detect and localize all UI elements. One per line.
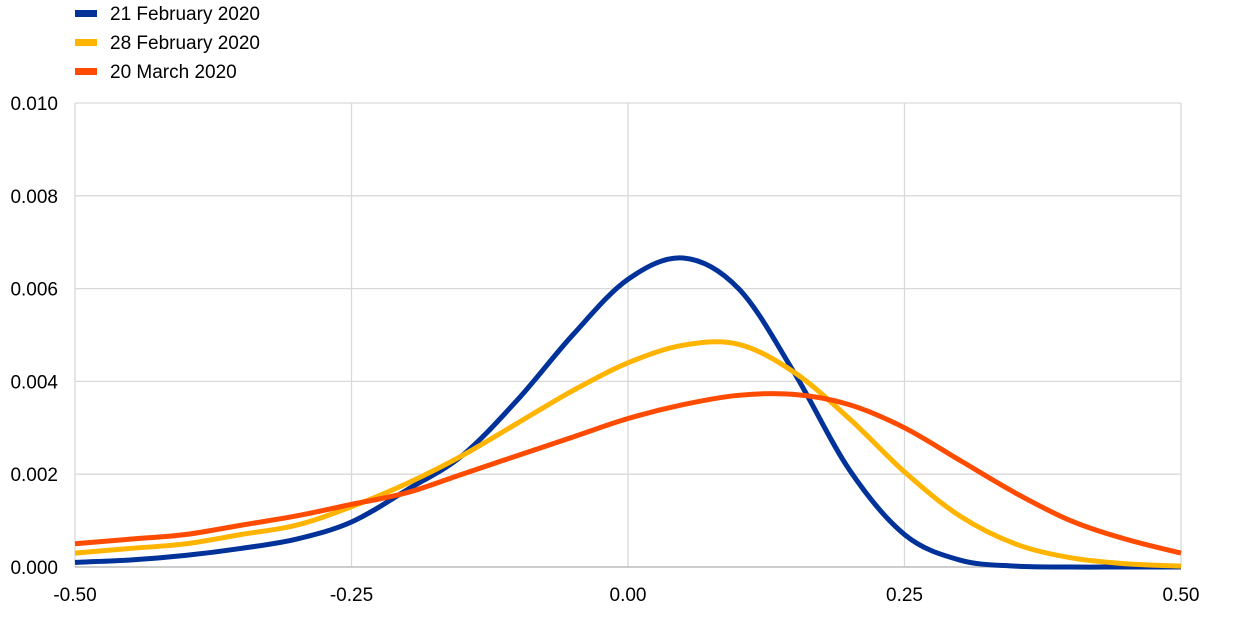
y-tick-label: 0.000 (10, 558, 58, 579)
legend-label: 20 March 2020 (110, 62, 237, 83)
x-tick-label: 0.50 (1163, 585, 1200, 606)
legend-swatch (75, 39, 97, 46)
y-axis: 0.000 0.002 0.004 0.006 0.008 0.010 (10, 94, 58, 579)
y-tick-label: 0.004 (10, 372, 58, 393)
legend-label: 21 February 2020 (110, 4, 260, 25)
y-tick-label: 0.002 (10, 465, 58, 486)
x-tick-label: -0.25 (330, 585, 373, 606)
y-tick-label: 0.006 (10, 280, 58, 301)
x-tick-label: 0.00 (610, 585, 647, 606)
series-line-2 (74, 391, 1182, 556)
legend-swatch (75, 68, 97, 75)
y-tick-label: 0.010 (10, 94, 58, 115)
series-line-1 (74, 339, 1182, 569)
y-tick-label: 0.008 (10, 187, 58, 208)
series-lines (74, 255, 1182, 570)
x-tick-label: -0.50 (53, 585, 96, 606)
series-line-0 (74, 255, 1181, 570)
x-axis: -0.50 -0.25 0.00 0.25 0.50 (53, 566, 1200, 606)
grid (74, 102, 1182, 568)
x-tick-label: 0.25 (886, 585, 923, 606)
legend-swatch (75, 10, 97, 17)
legend: 21 February 2020 28 February 2020 20 March… (75, 4, 260, 83)
legend-label: 28 February 2020 (110, 33, 260, 54)
